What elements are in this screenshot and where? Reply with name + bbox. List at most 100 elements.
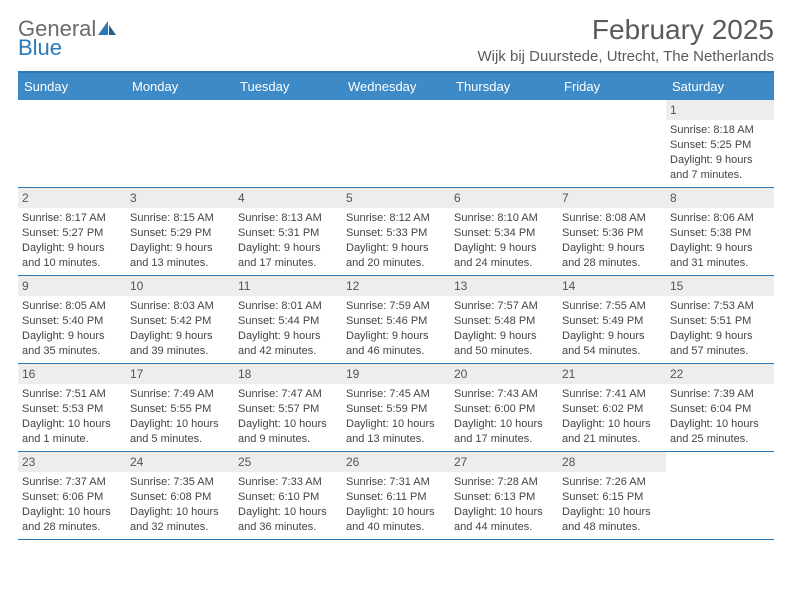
day-cell: 4Sunrise: 8:13 AMSunset: 5:31 PMDaylight… [234,188,342,275]
sunrise-text: Sunrise: 8:17 AM [22,211,122,226]
sunset-text: Sunset: 5:36 PM [562,226,662,241]
day-cell: 8Sunrise: 8:06 AMSunset: 5:38 PMDaylight… [666,188,774,275]
day-number: 13 [450,276,558,296]
sunset-text: Sunset: 5:55 PM [130,402,230,417]
day-cell: 15Sunrise: 7:53 AMSunset: 5:51 PMDayligh… [666,276,774,363]
sunset-text: Sunset: 5:53 PM [22,402,122,417]
day-number: 25 [234,452,342,472]
sunset-text: Sunset: 5:40 PM [22,314,122,329]
day-cell: 13Sunrise: 7:57 AMSunset: 5:48 PMDayligh… [450,276,558,363]
day-number: 6 [450,188,558,208]
sunset-text: Sunset: 6:04 PM [670,402,770,417]
day-number: 3 [126,188,234,208]
dayname-wednesday: Wednesday [342,73,450,100]
day-number: 27 [450,452,558,472]
sunrise-text: Sunrise: 8:03 AM [130,299,230,314]
sunset-text: Sunset: 5:51 PM [670,314,770,329]
sunset-text: Sunset: 6:15 PM [562,490,662,505]
daylight-text: Daylight: 10 hours and 5 minutes. [130,417,230,447]
sunset-text: Sunset: 6:11 PM [346,490,446,505]
day-number: 1 [666,100,774,120]
sunrise-text: Sunrise: 8:08 AM [562,211,662,226]
sunrise-text: Sunrise: 7:41 AM [562,387,662,402]
day-cell: . [18,100,126,187]
sunset-text: Sunset: 5:46 PM [346,314,446,329]
sunrise-text: Sunrise: 7:43 AM [454,387,554,402]
day-cell: 22Sunrise: 7:39 AMSunset: 6:04 PMDayligh… [666,364,774,451]
day-cell: . [234,100,342,187]
sunset-text: Sunset: 6:08 PM [130,490,230,505]
sunset-text: Sunset: 5:25 PM [670,138,770,153]
sunrise-text: Sunrise: 8:05 AM [22,299,122,314]
daylight-text: Daylight: 10 hours and 48 minutes. [562,505,662,535]
header: General Blue February 2025 Wijk bij Duur… [18,14,774,65]
daylight-text: Daylight: 10 hours and 44 minutes. [454,505,554,535]
week-row: 9Sunrise: 8:05 AMSunset: 5:40 PMDaylight… [18,276,774,364]
dayname-tuesday: Tuesday [234,73,342,100]
daylight-text: Daylight: 9 hours and 17 minutes. [238,241,338,271]
day-number: 19 [342,364,450,384]
day-cell: 9 Sunrise: 8:05 AMSunset: 5:40 PMDaylight… [18,276,126,363]
daylight-text: Daylight: 10 hours and 17 minutes. [454,417,554,447]
brand-blue: Blue [18,35,62,60]
day-cell: . [558,100,666,187]
day-number: 9 [18,276,126,296]
sail-icon [96,19,118,41]
daylight-text: Daylight: 9 hours and 50 minutes. [454,329,554,359]
daylight-text: Daylight: 10 hours and 13 minutes. [346,417,446,447]
sunrise-text: Sunrise: 7:37 AM [22,475,122,490]
daylight-text: Daylight: 10 hours and 32 minutes. [130,505,230,535]
day-cell: 12Sunrise: 7:59 AMSunset: 5:46 PMDayligh… [342,276,450,363]
day-cell: 6Sunrise: 8:10 AMSunset: 5:34 PMDaylight… [450,188,558,275]
sunrise-text: Sunrise: 7:51 AM [22,387,122,402]
day-cell: 20Sunrise: 7:43 AMSunset: 6:00 PMDayligh… [450,364,558,451]
day-header-row: Sunday Monday Tuesday Wednesday Thursday… [18,73,774,100]
week-row: 23Sunrise: 7:37 AMSunset: 6:06 PMDayligh… [18,452,774,540]
sunrise-text: Sunrise: 7:49 AM [130,387,230,402]
sunrise-text: Sunrise: 7:53 AM [670,299,770,314]
week-row: ......1Sunrise: 8:18 AMSunset: 5:25 PMDa… [18,100,774,188]
daylight-text: Daylight: 10 hours and 40 minutes. [346,505,446,535]
sunset-text: Sunset: 5:27 PM [22,226,122,241]
day-cell: 23Sunrise: 7:37 AMSunset: 6:06 PMDayligh… [18,452,126,539]
sunrise-text: Sunrise: 7:28 AM [454,475,554,490]
day-cell: 7Sunrise: 8:08 AMSunset: 5:36 PMDaylight… [558,188,666,275]
sunset-text: Sunset: 5:48 PM [454,314,554,329]
day-number: 12 [342,276,450,296]
sunrise-text: Sunrise: 8:06 AM [670,211,770,226]
daylight-text: Daylight: 9 hours and 39 minutes. [130,329,230,359]
daylight-text: Daylight: 9 hours and 13 minutes. [130,241,230,271]
sunset-text: Sunset: 5:49 PM [562,314,662,329]
sunrise-text: Sunrise: 7:45 AM [346,387,446,402]
sunrise-text: Sunrise: 8:18 AM [670,123,770,138]
day-cell: 18Sunrise: 7:47 AMSunset: 5:57 PMDayligh… [234,364,342,451]
daylight-text: Daylight: 9 hours and 20 minutes. [346,241,446,271]
day-cell: 5Sunrise: 8:12 AMSunset: 5:33 PMDaylight… [342,188,450,275]
page-title: February 2025 [477,14,774,46]
daylight-text: Daylight: 9 hours and 10 minutes. [22,241,122,271]
day-number: 11 [234,276,342,296]
day-number: 17 [126,364,234,384]
location-label: Wijk bij Duurstede, Utrecht, The Netherl… [477,48,774,65]
sunrise-text: Sunrise: 7:31 AM [346,475,446,490]
day-cell: 21Sunrise: 7:41 AMSunset: 6:02 PMDayligh… [558,364,666,451]
daylight-text: Daylight: 9 hours and 42 minutes. [238,329,338,359]
day-number: 14 [558,276,666,296]
sunrise-text: Sunrise: 7:47 AM [238,387,338,402]
sunset-text: Sunset: 5:38 PM [670,226,770,241]
day-number: 28 [558,452,666,472]
sunrise-text: Sunrise: 8:13 AM [238,211,338,226]
sunset-text: Sunset: 5:59 PM [346,402,446,417]
day-cell: . [450,100,558,187]
sunset-text: Sunset: 5:33 PM [346,226,446,241]
daylight-text: Daylight: 10 hours and 21 minutes. [562,417,662,447]
calendar: Sunday Monday Tuesday Wednesday Thursday… [18,71,774,540]
sunset-text: Sunset: 5:31 PM [238,226,338,241]
daylight-text: Daylight: 9 hours and 35 minutes. [22,329,122,359]
daylight-text: Daylight: 9 hours and 7 minutes. [670,153,770,183]
day-cell: 3Sunrise: 8:15 AMSunset: 5:29 PMDaylight… [126,188,234,275]
day-number: 21 [558,364,666,384]
sunset-text: Sunset: 5:29 PM [130,226,230,241]
day-cell: . [126,100,234,187]
day-number: 10 [126,276,234,296]
